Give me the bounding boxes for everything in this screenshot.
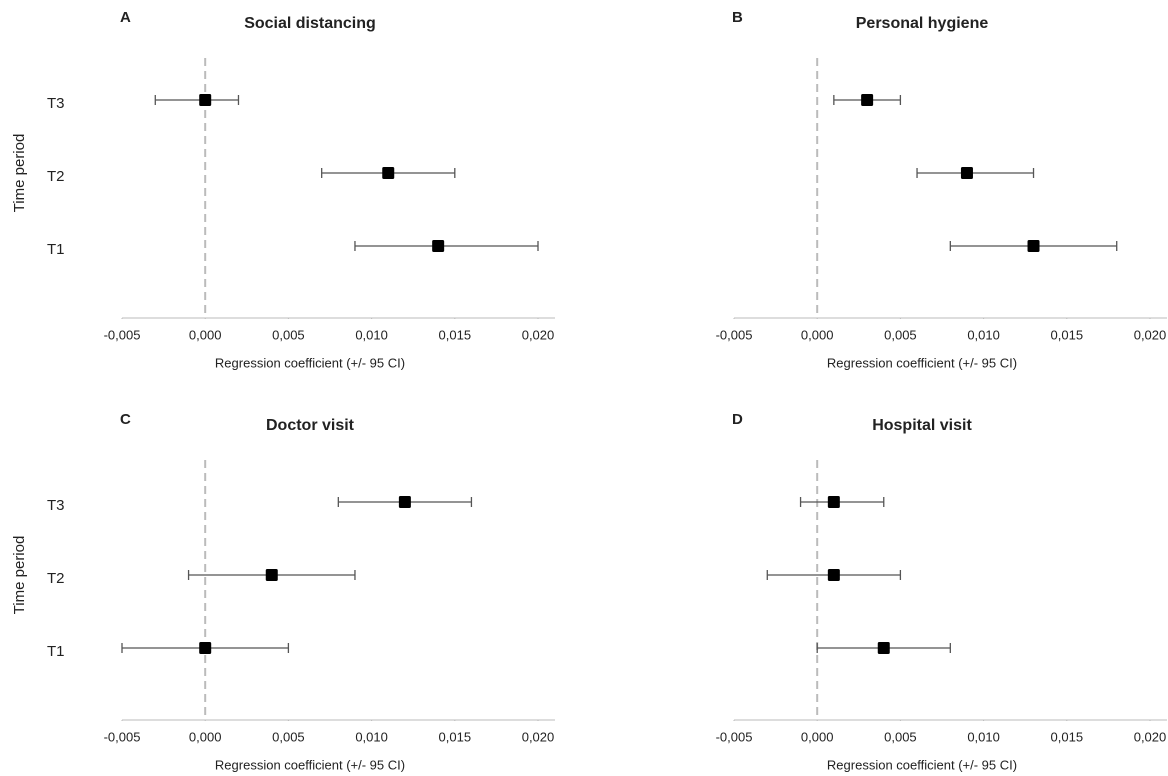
x-tick-label: 0,000 bbox=[189, 327, 222, 342]
point bbox=[877, 642, 890, 654]
panel-label: A bbox=[120, 9, 131, 26]
x-tick-label: 0,020 bbox=[522, 729, 555, 744]
x-tick-label: 0,015 bbox=[439, 729, 472, 744]
point bbox=[398, 496, 411, 508]
x-tick-label: 0,020 bbox=[1134, 327, 1167, 342]
point bbox=[265, 569, 278, 581]
x-tick-label: 0,005 bbox=[884, 729, 917, 744]
x-tick-label: 0,015 bbox=[439, 327, 472, 342]
x-axis-title: Regression coefficient (+/- 95 CI) bbox=[827, 757, 1017, 772]
x-tick-label: -0,005 bbox=[104, 729, 141, 744]
point bbox=[199, 642, 212, 654]
x-tick-label: 0,010 bbox=[967, 729, 1000, 744]
x-tick-label: 0,005 bbox=[272, 729, 305, 744]
chart-panel: -0,005 0,000 0,005 0,010 0,015 0,020 T3 T2 T1 A So… bbox=[11, 9, 555, 370]
category-label: T2 bbox=[47, 570, 65, 587]
point bbox=[827, 496, 840, 508]
y-axis-title: Time period bbox=[11, 134, 28, 213]
category-label: T3 bbox=[47, 95, 65, 112]
x-tick-label: 0,000 bbox=[801, 729, 834, 744]
x-tick-label: 0,010 bbox=[355, 327, 388, 342]
category-label: T1 bbox=[47, 643, 65, 660]
y-axis-title: Time period bbox=[11, 536, 28, 615]
chart-panel: -0,005 0,000 0,005 0,010 0,015 0,020 T3 T2 T1 C Do… bbox=[11, 411, 555, 772]
error-bar bbox=[799, 497, 885, 507]
x-tick-label: -0,005 bbox=[716, 729, 753, 744]
point bbox=[960, 167, 973, 179]
x-tick-label: 0,000 bbox=[189, 729, 222, 744]
error-bar bbox=[354, 241, 539, 251]
chart-title: Doctor visit bbox=[266, 417, 355, 434]
category-label: T1 bbox=[47, 241, 65, 258]
x-tick-label: 0,005 bbox=[272, 327, 305, 342]
chart-title: Personal hygiene bbox=[856, 15, 989, 32]
point bbox=[827, 569, 840, 581]
x-tick-label: 0,010 bbox=[355, 729, 388, 744]
category-label: T2 bbox=[47, 168, 65, 185]
panel-label: B bbox=[732, 9, 743, 26]
point bbox=[432, 240, 445, 252]
chart-title: Social distancing bbox=[244, 15, 376, 32]
x-tick-label: 0,020 bbox=[522, 327, 555, 342]
panel-label: C bbox=[120, 411, 131, 428]
x-tick-label: -0,005 bbox=[716, 327, 753, 342]
x-tick-label: 0,005 bbox=[884, 327, 917, 342]
x-tick-label: 0,015 bbox=[1051, 327, 1084, 342]
x-axis-title: Regression coefficient (+/- 95 CI) bbox=[827, 355, 1017, 370]
x-tick-label: 0,000 bbox=[801, 327, 834, 342]
x-tick-label: 0,010 bbox=[967, 327, 1000, 342]
panel-label: D bbox=[732, 411, 743, 428]
point bbox=[199, 94, 212, 106]
error-bar bbox=[154, 95, 240, 105]
category-label: T3 bbox=[47, 497, 65, 514]
x-tick-label: 0,015 bbox=[1051, 729, 1084, 744]
error-bar bbox=[916, 168, 1035, 178]
point bbox=[382, 167, 395, 179]
x-axis-title: Regression coefficient (+/- 95 CI) bbox=[215, 757, 405, 772]
x-tick-label: 0,020 bbox=[1134, 729, 1167, 744]
x-tick-label: -0,005 bbox=[104, 327, 141, 342]
chart-panel: -0,005 0,000 0,005 0,010 0,015 0,020 B Personal… bbox=[716, 9, 1167, 370]
chart-title: Hospital visit bbox=[872, 417, 972, 434]
x-axis-title: Regression coefficient (+/- 95 CI) bbox=[215, 355, 405, 370]
point bbox=[861, 94, 874, 106]
point bbox=[1027, 240, 1040, 252]
chart-panel: -0,005 0,000 0,005 0,010 0,015 0,020 D Hospital… bbox=[716, 411, 1167, 772]
